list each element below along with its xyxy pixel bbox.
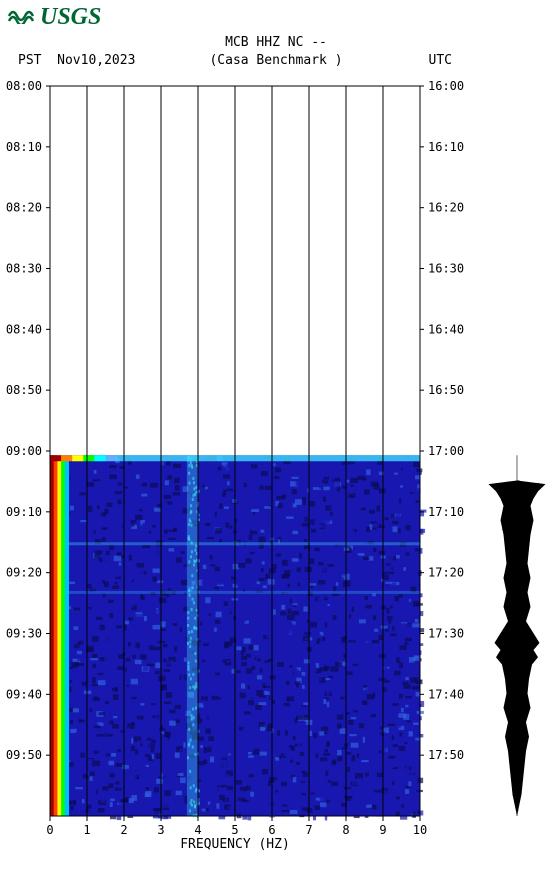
svg-text:16:40: 16:40: [428, 322, 464, 336]
svg-text:6: 6: [268, 823, 275, 837]
svg-text:09:00: 09:00: [6, 444, 42, 458]
svg-text:1: 1: [83, 823, 90, 837]
chart-title-row: MCB HHZ NC --: [0, 35, 552, 53]
logo-letters: USGS: [40, 4, 101, 31]
svg-text:FREQUENCY (HZ): FREQUENCY (HZ): [180, 837, 290, 852]
svg-text:08:40: 08:40: [6, 322, 42, 336]
svg-text:9: 9: [379, 823, 386, 837]
usgs-wave-icon: [8, 4, 36, 31]
station-code: MCB HHZ NC --: [225, 35, 327, 51]
svg-text:16:30: 16:30: [428, 262, 464, 276]
usgs-logo: USGS: [0, 0, 552, 35]
svg-text:3: 3: [157, 823, 164, 837]
svg-text:08:20: 08:20: [6, 201, 42, 215]
svg-text:5: 5: [231, 823, 238, 837]
date-label: Nov10,2023: [57, 53, 135, 68]
svg-text:09:30: 09:30: [6, 627, 42, 641]
svg-text:16:00: 16:00: [428, 79, 464, 93]
left-timezone-date: PST Nov10,2023: [18, 53, 135, 69]
svg-text:08:10: 08:10: [6, 140, 42, 154]
svg-text:10: 10: [413, 823, 427, 837]
svg-text:17:50: 17:50: [428, 748, 464, 762]
svg-text:16:50: 16:50: [428, 383, 464, 397]
seismogram-trace: [482, 71, 552, 861]
svg-text:16:20: 16:20: [428, 201, 464, 215]
svg-text:17:20: 17:20: [428, 566, 464, 580]
svg-text:17:30: 17:30: [428, 627, 464, 641]
svg-text:0: 0: [46, 823, 53, 837]
svg-text:08:30: 08:30: [6, 262, 42, 276]
pst-label: PST: [18, 53, 41, 68]
svg-text:4: 4: [194, 823, 201, 837]
svg-text:09:20: 09:20: [6, 566, 42, 580]
svg-text:08:50: 08:50: [6, 383, 42, 397]
svg-text:17:40: 17:40: [428, 687, 464, 701]
svg-text:09:10: 09:10: [6, 505, 42, 519]
svg-text:17:00: 17:00: [428, 444, 464, 458]
spectrogram-plot: 08:00 16:00 08:10 16:10 08:20 16:20 08:30 16:30…: [0, 71, 480, 861]
chart-subtitle-row: PST Nov10,2023 (Casa Benchmark ) UTC: [0, 53, 552, 71]
chart-area: 08:00 16:00 08:10 16:10 08:20 16:20 08:30 16:30…: [0, 71, 552, 861]
utc-label: UTC: [429, 53, 452, 69]
svg-text:7: 7: [305, 823, 312, 837]
svg-text:08:00: 08:00: [6, 79, 42, 93]
svg-text:17:10: 17:10: [428, 505, 464, 519]
svg-text:2: 2: [120, 823, 127, 837]
svg-text:16:10: 16:10: [428, 140, 464, 154]
usgs-logo-text: USGS: [8, 4, 101, 31]
svg-text:09:50: 09:50: [6, 748, 42, 762]
svg-text:09:40: 09:40: [6, 687, 42, 701]
svg-text:8: 8: [342, 823, 349, 837]
station-name: (Casa Benchmark ): [209, 53, 342, 69]
